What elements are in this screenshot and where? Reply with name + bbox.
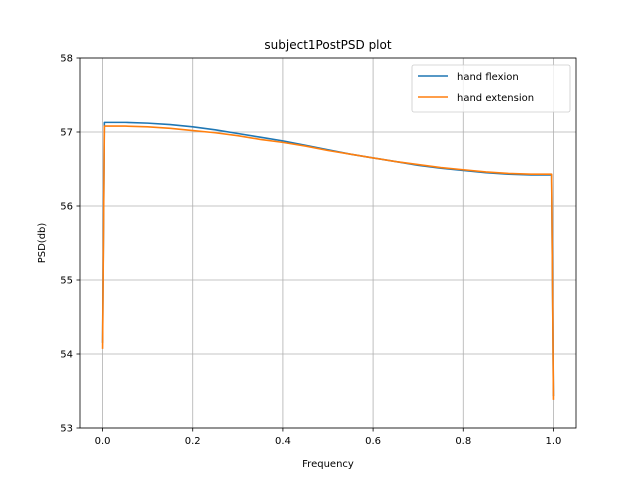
legend-box <box>411 64 571 113</box>
y-tick-label: 53 <box>60 424 73 435</box>
legend-label-hand-extension: hand extension <box>457 93 534 104</box>
y-tick-label: 54 <box>60 350 73 361</box>
x-tick-label: 0.0 <box>95 436 111 447</box>
x-axis-label: Frequency <box>302 459 354 470</box>
y-axis-ticks: 53 54 55 56 57 58 <box>60 54 80 435</box>
y-tick-label: 55 <box>60 276 73 287</box>
legend-label-hand-flexion: hand flexion <box>457 72 519 83</box>
plot-area <box>80 58 576 428</box>
x-tick-label: 0.6 <box>365 436 381 447</box>
series-line-hand-extension <box>101 125 555 400</box>
x-tick-label: 0.2 <box>185 436 201 447</box>
x-tick-label: 0.4 <box>275 436 291 447</box>
x-axis-ticks: 0.0 0.2 0.4 0.6 0.8 1.0 <box>95 428 562 447</box>
y-tick-label: 56 <box>60 202 73 213</box>
plot-frame <box>79 57 577 429</box>
y-axis-label: PSD(db) <box>37 223 48 264</box>
series-lines <box>101 121 555 400</box>
x-tick-label: 1.0 <box>546 436 562 447</box>
x-tick-label: 0.8 <box>455 436 471 447</box>
chart-title: subject1PostPSD plot <box>264 38 391 52</box>
legend: hand flexion hand extension <box>411 64 571 113</box>
y-tick-label: 57 <box>60 128 73 139</box>
y-tick-label: 58 <box>60 54 73 65</box>
grid-lines <box>80 57 576 429</box>
